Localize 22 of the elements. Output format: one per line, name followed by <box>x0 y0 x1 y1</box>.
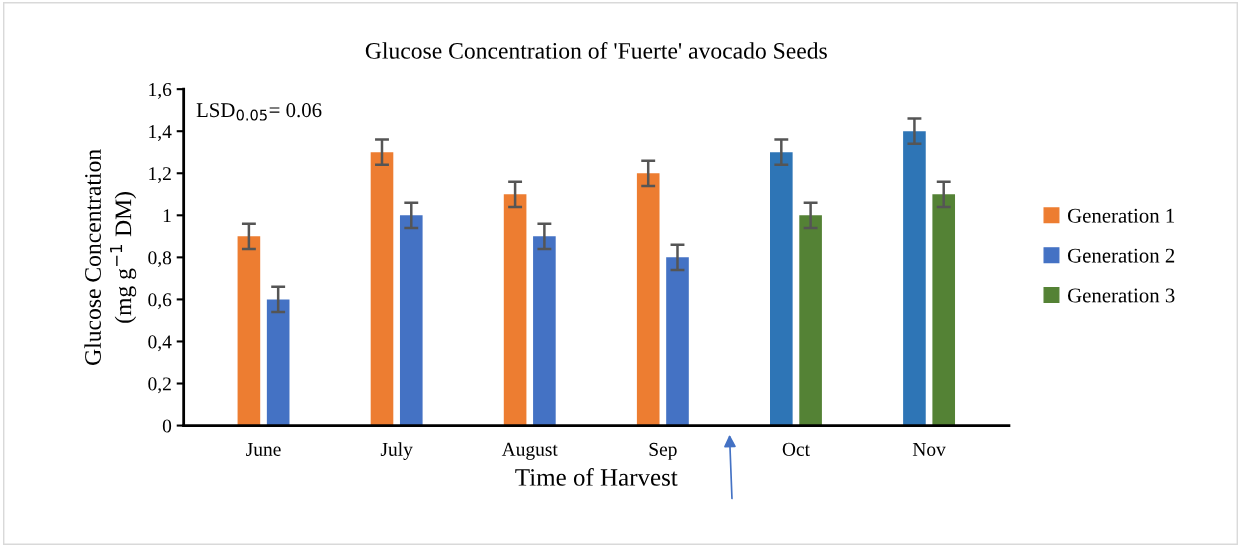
y-axis-title: Glucose Concentration (mg g$^{−1}$ DM) <box>84 149 137 365</box>
y-tick-label: 1,6 <box>149 83 172 99</box>
y-tick-label: 0,8 <box>148 251 172 268</box>
x-tick-label: June <box>246 442 281 456</box>
y-tick-label: 0,4 <box>148 335 172 352</box>
y-tick-label: 1 <box>163 209 171 223</box>
y-tick-label: 1,2 <box>149 167 171 183</box>
x-axis-title: Time of Harvest <box>515 468 678 486</box>
annotation: LSD$_{0.05}$= 0.06 <box>196 103 322 121</box>
x-tick-label: Nov <box>912 442 946 456</box>
y-tick-label: 1,4 <box>149 125 172 141</box>
x-tick-label: Sep <box>649 442 677 460</box>
x-tick-label: August <box>501 442 558 460</box>
y-tick-label: 0 <box>162 419 172 433</box>
legend-label: Generation 3 <box>1067 288 1175 303</box>
y-tick-label: 0,2 <box>148 377 171 394</box>
legend-label: Generation 2 <box>1067 248 1175 263</box>
x-tick-label: Oct <box>782 442 810 456</box>
chart-title: Glucose Concentration of 'Fuerte' avocado Seeds <box>365 41 827 59</box>
x-tick-label: July <box>380 442 413 460</box>
y-tick-label: 0,6 <box>148 293 172 310</box>
legend-label: Generation 1 <box>1067 208 1175 223</box>
